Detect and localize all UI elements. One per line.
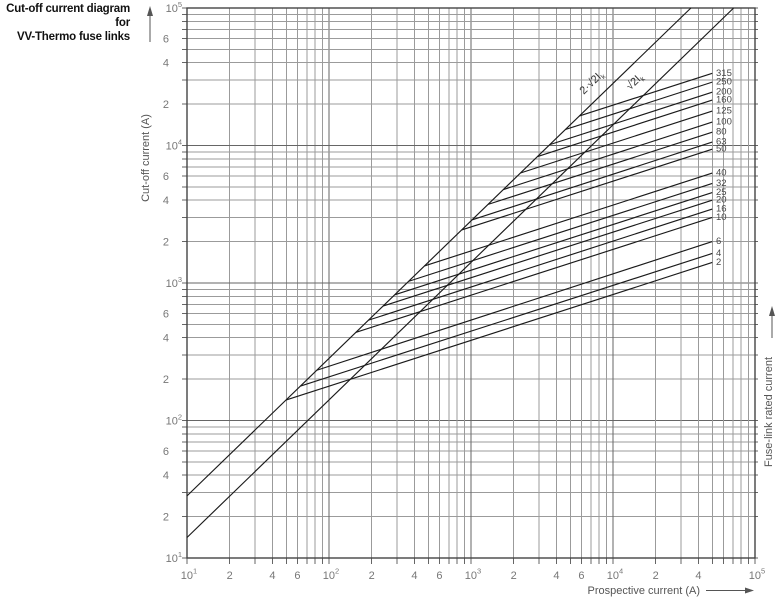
- x-axis-arrowhead-icon: [745, 587, 754, 594]
- x-tick-label: 4: [411, 570, 417, 582]
- x-tick-label: 6: [578, 570, 584, 582]
- fuse-curve-63: [472, 141, 713, 221]
- fuse-curve-100: [503, 121, 713, 191]
- y-tick-label: 4: [163, 58, 169, 70]
- y-tick-label: 103: [166, 275, 182, 290]
- x-tick-label: 2: [369, 570, 375, 582]
- fuse-curve-200: [549, 91, 713, 146]
- y-tick-label: 2: [163, 99, 169, 111]
- y-tick-label: 104: [166, 138, 182, 153]
- x-tick-label: 105: [749, 567, 765, 583]
- fuse-rating-label-200: 200: [716, 87, 732, 98]
- fuse-curve-125: [520, 110, 713, 174]
- y-tick-label: 4: [163, 470, 169, 482]
- right-axis-arrowhead-icon: [769, 306, 775, 316]
- y-axis-title: Cut-off current (A): [140, 114, 152, 202]
- x-tick-label: 103: [465, 567, 481, 583]
- fuse-curve-315: [579, 72, 713, 117]
- x-tick-label: 4: [553, 570, 559, 582]
- y-tick-label: 2: [163, 512, 169, 524]
- x-axis-title: Prospective current (A): [588, 585, 700, 597]
- fuse-rating-label-6: 6: [716, 236, 721, 247]
- y-tick-label: 4: [163, 195, 169, 207]
- fuse-curve-20: [382, 199, 713, 307]
- fuse-curve-16: [368, 208, 713, 321]
- fuse-rating-label-80: 80: [716, 127, 727, 138]
- y-tick-label: 105: [166, 0, 182, 15]
- fuse-curve-80: [487, 131, 713, 205]
- x-tick-label: 101: [181, 567, 197, 583]
- fuse-rating-label-2: 2: [716, 257, 721, 268]
- fuse-rating-label-16: 16: [716, 204, 727, 215]
- y-tick-label: 2: [163, 374, 169, 386]
- fuse-curve-10: [355, 216, 713, 333]
- fuse-rating-label-250: 250: [716, 77, 732, 88]
- y-tick-label: 2: [163, 237, 169, 249]
- fuse-curve-250: [565, 81, 713, 131]
- x-tick-label: 4: [269, 570, 275, 582]
- x-tick-label: 2: [227, 570, 233, 582]
- fuse-rating-label-315: 315: [716, 68, 732, 79]
- fuse-curve-4: [300, 252, 713, 387]
- y-tick-label: 4: [163, 333, 169, 345]
- y-tick-label: 6: [163, 34, 169, 46]
- diagram-title: Cut-off current diagram for VV-Thermo fu…: [2, 2, 130, 44]
- fuse-rating-label-20: 20: [716, 195, 727, 206]
- x-tick-label: 2: [511, 570, 517, 582]
- fuse-curve-40: [424, 172, 713, 267]
- title-line-2: VV-Thermo fuse links: [17, 31, 130, 44]
- y-axis-arrowhead-icon: [147, 6, 153, 16]
- y-tick-label: 6: [163, 309, 169, 321]
- y-tick-label: 6: [163, 171, 169, 183]
- x-tick-label: 6: [436, 570, 442, 582]
- fuse-rating-label-50: 50: [716, 144, 727, 155]
- y-tick-label: 6: [163, 446, 169, 458]
- x-tick-label: 104: [607, 567, 623, 583]
- y-tick-label: 102: [166, 413, 182, 428]
- fuse-curve-2: [286, 261, 713, 401]
- fuse-rating-label-25: 25: [716, 187, 727, 198]
- fuse-rating-label-4: 4: [716, 248, 721, 259]
- reference-line-2sqrt2: [186, 7, 692, 497]
- fuse-rating-label-10: 10: [716, 212, 727, 223]
- fuse-rating-label-125: 125: [716, 106, 732, 117]
- fuse-rating-label-100: 100: [716, 117, 732, 128]
- fuse-curve-25: [394, 191, 713, 296]
- axis-frame: [186, 7, 756, 559]
- fuse-curve-6: [316, 241, 713, 371]
- right-axis-title: Fuse-link rated current: [763, 357, 775, 467]
- reference-line-label-sqrt2: √2Ik: [624, 71, 647, 94]
- fuse-curve-32: [408, 182, 713, 282]
- x-tick-label: 2: [653, 570, 659, 582]
- title-line-1: Cut-off current diagram for: [6, 3, 130, 30]
- fuse-curve-50: [461, 148, 713, 231]
- y-tick-label: 101: [166, 550, 182, 565]
- x-tick-label: 4: [695, 570, 701, 582]
- fuse-rating-label-32: 32: [716, 178, 727, 189]
- fuse-curve-160: [537, 99, 713, 158]
- fuse-rating-label-40: 40: [716, 168, 727, 179]
- x-tick-label: 6: [294, 570, 300, 582]
- x-tick-label: 102: [323, 567, 339, 583]
- fuse-rating-label-160: 160: [716, 95, 732, 106]
- fuse-rating-label-63: 63: [716, 137, 727, 148]
